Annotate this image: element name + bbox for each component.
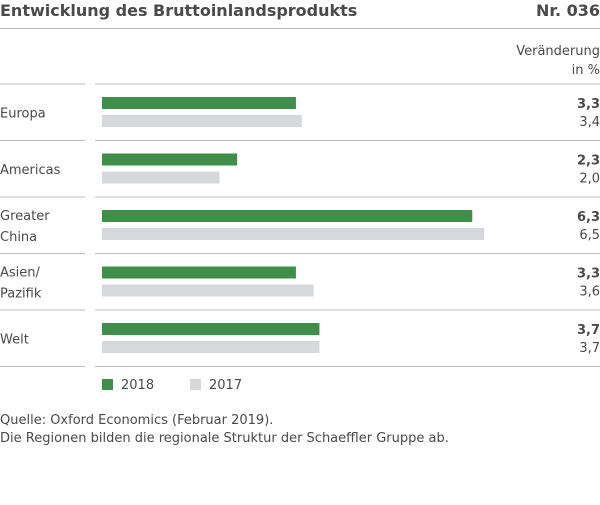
header-divider (0, 28, 600, 29)
bar-2017 (102, 171, 220, 184)
value-label-2017: 6,5 (579, 228, 600, 243)
category-label: Greater (0, 209, 50, 224)
footnote: Quelle: Oxford Economics (Februar 2019).… (0, 412, 449, 448)
legend-swatch-2017 (190, 379, 201, 390)
chart-title: Entwicklung des Bruttoinlandsprodukts (0, 1, 358, 20)
category-label: Asien/ (0, 265, 41, 280)
bar-2017 (102, 284, 314, 297)
value-label-2017: 3,4 (579, 115, 600, 130)
bar-2018 (102, 153, 238, 166)
bar-2018 (102, 97, 296, 109)
value-label-2018: 3,3 (577, 267, 600, 282)
category-label: Welt (0, 332, 29, 347)
legend-swatch-2018 (102, 379, 113, 390)
value-column-header-line1: Veränderung (516, 44, 600, 59)
legend-item-2018: 2018 (102, 378, 154, 393)
bar-2017 (102, 115, 302, 127)
legend-label-2018: 2018 (121, 378, 155, 393)
figure-number: Nr. 036 (535, 1, 600, 20)
value-label-2018: 6,3 (577, 210, 600, 225)
bar-2018 (102, 323, 320, 335)
category-label: Pazifik (0, 286, 42, 301)
bar-2017 (102, 228, 484, 240)
value-label-2018: 3,3 (577, 97, 600, 112)
legend-label-2017: 2017 (209, 378, 243, 393)
value-label-2017: 2,0 (579, 172, 600, 187)
bar-2018 (102, 266, 296, 279)
footnote-note: Die Regionen bilden die regionale Strukt… (0, 431, 449, 446)
value-label-2018: 3,7 (577, 323, 600, 338)
category-label: Americas (0, 163, 61, 178)
value-label-2017: 3,7 (579, 341, 600, 356)
bar-chart: Europa 3,3 3,4 Americas 2,3 2,0 Greater China 6,… (0, 83, 600, 367)
value-column-header-line2: in % (571, 63, 600, 78)
bar-2018 (102, 210, 473, 222)
category-label: Europa (0, 106, 46, 121)
value-label-2017: 3,6 (579, 285, 600, 300)
value-column-header: Veränderung in % (490, 42, 600, 80)
footnote-source: Quelle: Oxford Economics (Februar 2019). (0, 413, 274, 428)
value-label-2018: 2,3 (577, 154, 600, 169)
bar-2017 (102, 341, 320, 353)
legend-item-2017: 2017 (190, 378, 242, 393)
category-label: China (0, 230, 37, 245)
